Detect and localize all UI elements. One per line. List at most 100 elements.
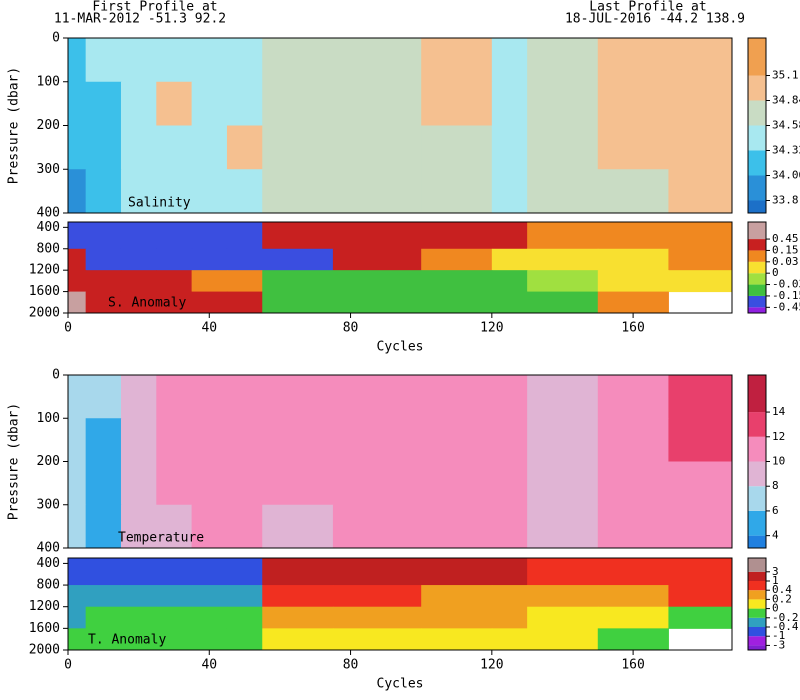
heatmap-cell — [156, 125, 193, 170]
heatmap-cell — [120, 270, 157, 293]
heatmap-cell — [332, 248, 422, 271]
colorbar-swatch — [748, 38, 766, 76]
y-tick-label: 2000 — [29, 306, 60, 321]
heatmap-cell — [191, 125, 228, 170]
heatmap-cell — [332, 222, 422, 250]
heatmap-cell — [527, 628, 599, 651]
heatmap-cell — [226, 248, 263, 271]
heatmap-cell — [668, 169, 733, 214]
colorbar-label: 8 — [772, 479, 779, 492]
heatmap-cell — [226, 169, 263, 214]
heatmap-cell — [156, 558, 193, 586]
heatmap-cell — [421, 558, 493, 586]
heatmap-cell — [527, 81, 599, 126]
panel-label: S. Anomaly — [108, 296, 186, 311]
heatmap-cell — [156, 585, 193, 608]
heatmap-cell — [156, 418, 193, 462]
colorbar-label: -0.03 — [772, 278, 800, 291]
colorbar-label: 0.4 — [772, 583, 792, 596]
panel-label: Salinity — [128, 196, 191, 211]
heatmap-cell — [421, 606, 493, 629]
colorbar-swatch — [748, 486, 766, 511]
heatmap-cell — [226, 38, 263, 83]
y-tick-label: 400 — [37, 556, 60, 571]
x-tick-label: 40 — [201, 321, 217, 336]
heatmap-cell — [262, 169, 334, 214]
heatmap-cell — [491, 81, 528, 126]
heatmap-cell — [68, 81, 87, 126]
colorbar-label: 14 — [772, 405, 786, 418]
panel-label: Temperature — [118, 531, 204, 546]
y-tick-label: 200 — [37, 454, 60, 469]
heatmap-cell — [85, 461, 122, 506]
heatmap-cell — [262, 270, 334, 293]
colorbar-label: 3 — [772, 565, 779, 578]
heatmap-cell — [668, 81, 733, 126]
heatmap-cell — [191, 222, 228, 250]
x-tick-label: 120 — [480, 658, 503, 673]
heatmap-cell — [597, 504, 669, 549]
heatmap-cell — [68, 585, 87, 608]
heatmap-cell — [156, 81, 193, 126]
heatmap-cell — [226, 628, 263, 651]
y-tick-label: 2000 — [29, 643, 60, 658]
heatmap-cell — [491, 248, 528, 271]
colorbar-label: 33.8 — [772, 194, 799, 207]
heatmap-cell — [597, 248, 669, 271]
heatmap-cell — [156, 222, 193, 250]
heatmap-cell — [491, 125, 528, 170]
heatmap-cell — [191, 375, 228, 419]
heatmap-cell — [332, 270, 422, 293]
heatmap-cell — [332, 375, 422, 419]
heatmap-cell — [120, 628, 157, 651]
x-tick-label: 120 — [480, 321, 503, 336]
heatmap-cell — [421, 628, 493, 651]
heatmap-cell — [191, 504, 228, 549]
y-axis-label: Pressure (dbar) — [7, 67, 22, 184]
heatmap-cell — [262, 504, 334, 549]
heatmap-cell — [156, 270, 193, 293]
heatmap-cell — [156, 504, 193, 549]
heatmap-cell — [85, 606, 122, 629]
heatmap-cell — [668, 504, 733, 549]
heatmap-cell — [156, 291, 193, 314]
heatmap-cell — [262, 375, 334, 419]
y-tick-label: 200 — [37, 118, 60, 133]
y-tick-label: 300 — [37, 162, 60, 177]
heatmap-cell — [491, 558, 528, 586]
first-profile-title: First Profile at — [92, 0, 217, 15]
colorbar-label: -0.45 — [772, 300, 800, 313]
heatmap-cell — [332, 81, 422, 126]
heatmap-cell — [85, 169, 122, 214]
heatmap-cell — [421, 375, 493, 419]
colorbar-swatch — [748, 461, 766, 487]
heatmap-cell — [68, 291, 87, 314]
heatmap-cell — [262, 248, 334, 271]
heatmap-cell — [85, 585, 122, 608]
heatmap-cell — [262, 461, 334, 506]
x-tick-label: 0 — [64, 658, 72, 673]
heatmap-cell — [191, 248, 228, 271]
colorbar-swatch — [748, 636, 766, 646]
y-tick-label: 400 — [37, 541, 60, 556]
heatmap-cell — [120, 606, 157, 629]
heatmap-cell — [421, 418, 493, 462]
x-tick-label: 0 — [64, 321, 72, 336]
colorbar-label: 12 — [772, 430, 785, 443]
colorbar-label: 10 — [772, 455, 785, 468]
colorbar-swatch — [748, 627, 766, 637]
colorbar-swatch — [748, 239, 766, 251]
heatmap-cell — [120, 222, 157, 250]
heatmap-cell — [668, 558, 733, 586]
heatmap-cell — [527, 125, 599, 170]
heatmap-cell — [332, 169, 422, 214]
x-tick-label: 160 — [621, 321, 644, 336]
colorbar-swatch — [748, 261, 766, 274]
heatmap-cell — [226, 606, 263, 629]
heatmap-cell — [597, 628, 669, 651]
heatmap-cell — [527, 169, 599, 214]
heatmap-cell — [120, 504, 157, 549]
heatmap-cell — [491, 270, 528, 293]
heatmap-cell — [491, 418, 528, 462]
